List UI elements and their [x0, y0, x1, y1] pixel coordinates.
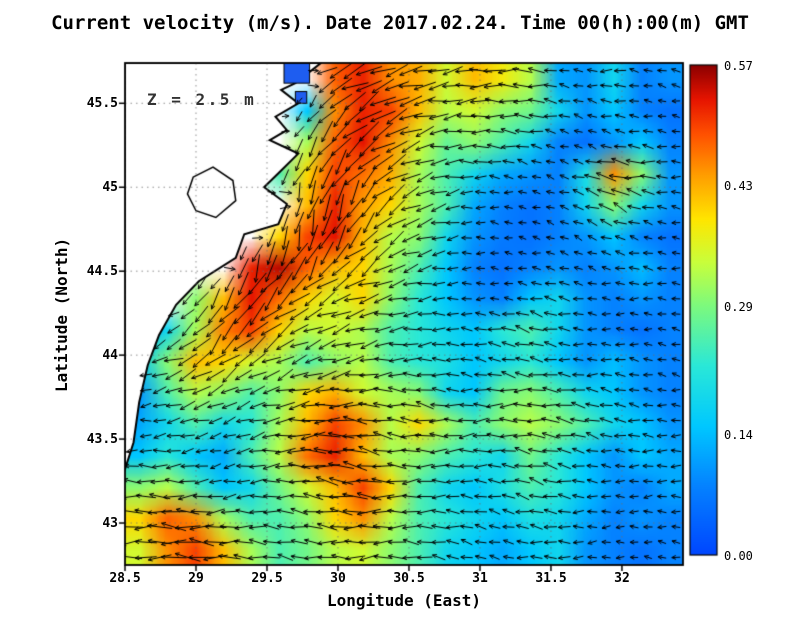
y-tick-label: 43.5 — [86, 432, 118, 447]
x-tick-label: 31 — [472, 571, 488, 586]
y-tick-label: 45 — [102, 180, 118, 195]
x-tick-label: 31.5 — [535, 571, 567, 586]
y-tick-label: 43 — [102, 516, 118, 531]
x-tick-label: 30 — [330, 571, 346, 586]
colorbar-tick-label: 0.29 — [724, 300, 753, 314]
colorbar-tick-label: 0.57 — [724, 59, 753, 73]
x-tick-label: 30.5 — [393, 571, 425, 586]
y-tick-label: 44.5 — [86, 264, 118, 279]
x-tick-label: 28.5 — [109, 571, 141, 586]
y-tick-label: 44 — [102, 348, 118, 363]
chart-title: Current velocity (m/s). Date 2017.02.24.… — [51, 12, 749, 34]
depth-annotation: Z = 2.5 m — [147, 90, 257, 109]
x-axis-label: Longitude (East) — [326, 591, 482, 610]
colorbar-tick-label: 0.00 — [724, 549, 753, 563]
y-tick-label: 45.5 — [86, 96, 118, 111]
colorbar-tick-label: 0.43 — [724, 179, 753, 193]
y-axis-label: Latitude (North) — [52, 237, 71, 392]
x-tick-label: 32 — [614, 571, 630, 586]
x-tick-label: 29.5 — [251, 571, 283, 586]
colorbar-tick-label: 0.14 — [724, 428, 753, 442]
x-tick-label: 29 — [188, 571, 204, 586]
